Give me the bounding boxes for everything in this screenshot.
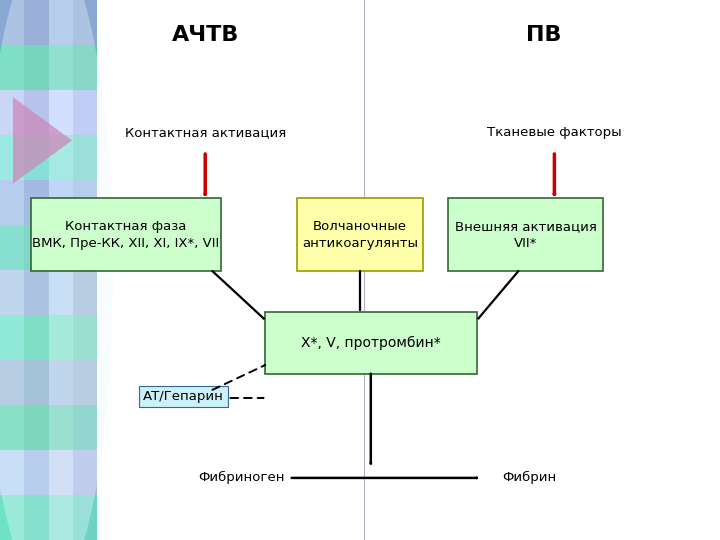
- Bar: [0, 90, 24, 135]
- Bar: [0, 315, 24, 360]
- Text: ПВ: ПВ: [526, 25, 562, 45]
- Bar: [49, 180, 73, 225]
- Text: Контактная активация: Контактная активация: [125, 126, 286, 139]
- Text: Контактная фаза
ВМК, Пре-КК, XII, XI, IX*, VII: Контактная фаза ВМК, Пре-КК, XII, XI, IX…: [32, 220, 220, 250]
- Polygon shape: [13, 97, 72, 184]
- Text: АТ/Гепарин: АТ/Гепарин: [143, 390, 224, 403]
- Bar: [73, 495, 97, 540]
- Text: Тканевые факторы: Тканевые факторы: [487, 126, 621, 139]
- FancyBboxPatch shape: [265, 312, 477, 374]
- Bar: [49, 495, 73, 540]
- Bar: [49, 315, 73, 360]
- Bar: [73, 0, 97, 45]
- Bar: [73, 450, 97, 495]
- Bar: [73, 270, 97, 315]
- FancyBboxPatch shape: [297, 199, 423, 271]
- FancyBboxPatch shape: [30, 199, 222, 271]
- FancyBboxPatch shape: [448, 199, 603, 271]
- Bar: [0, 0, 24, 45]
- Bar: [73, 180, 97, 225]
- Bar: [24, 270, 49, 315]
- Bar: [24, 225, 49, 270]
- Bar: [73, 90, 97, 135]
- Bar: [0, 45, 24, 90]
- Bar: [24, 135, 49, 180]
- Ellipse shape: [0, 0, 113, 540]
- Bar: [49, 225, 73, 270]
- Text: Волчаночные
антикоагулянты: Волчаночные антикоагулянты: [302, 220, 418, 250]
- Bar: [49, 135, 73, 180]
- Text: Внешняя активация
VII*: Внешняя активация VII*: [454, 220, 597, 250]
- Text: Фибрин: Фибрин: [502, 471, 557, 484]
- Bar: [49, 405, 73, 450]
- Bar: [49, 270, 73, 315]
- Bar: [0, 360, 24, 405]
- Bar: [24, 450, 49, 495]
- Bar: [73, 405, 97, 450]
- Text: АЧТВ: АЧТВ: [171, 25, 239, 45]
- Bar: [24, 315, 49, 360]
- Bar: [49, 45, 73, 90]
- Bar: [0, 495, 24, 540]
- Bar: [24, 405, 49, 450]
- Bar: [73, 45, 97, 90]
- Bar: [73, 225, 97, 270]
- Bar: [49, 0, 73, 45]
- Bar: [24, 495, 49, 540]
- Bar: [0, 405, 24, 450]
- Bar: [24, 45, 49, 90]
- Bar: [24, 360, 49, 405]
- Bar: [49, 90, 73, 135]
- Bar: [0, 135, 24, 180]
- Bar: [0, 180, 24, 225]
- Bar: [24, 0, 49, 45]
- Bar: [0, 450, 24, 495]
- Bar: [73, 360, 97, 405]
- Text: Фибриноген: Фибриноген: [198, 471, 284, 484]
- Text: X*, V, протромбин*: X*, V, протромбин*: [301, 336, 441, 350]
- Bar: [49, 450, 73, 495]
- Bar: [73, 135, 97, 180]
- Bar: [0, 225, 24, 270]
- Bar: [24, 180, 49, 225]
- Bar: [0, 270, 24, 315]
- Bar: [73, 315, 97, 360]
- Bar: [24, 90, 49, 135]
- Bar: [49, 360, 73, 405]
